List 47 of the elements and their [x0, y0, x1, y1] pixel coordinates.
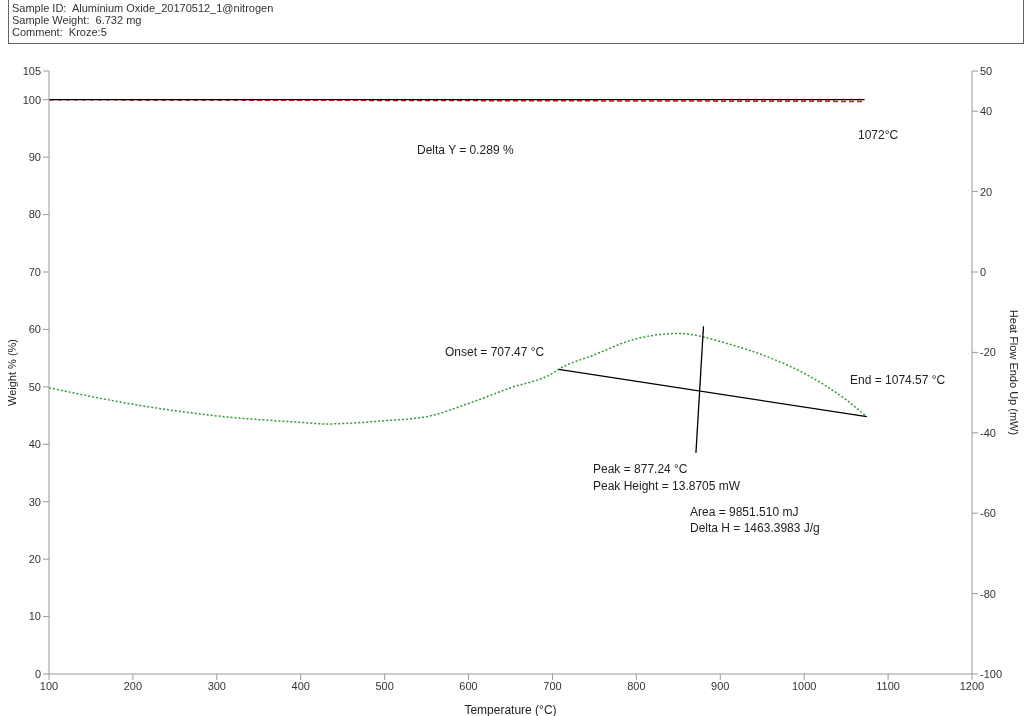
y2-tick-label: 50: [980, 64, 993, 77]
y-tick-label: 100: [22, 93, 41, 106]
x-tick-label: 100: [39, 679, 59, 692]
text: Sample ID: Aluminium Oxide_20170512_1@nitrogen: [12, 2, 274, 14]
y2-tick-label: 20: [980, 185, 993, 198]
annotation: 1072°C: [858, 128, 899, 142]
y-axis-title: Weight % (%): [5, 338, 18, 407]
annotation: Delta H = 1463.3983 J/g: [690, 521, 820, 535]
y-tick-label: 70: [28, 265, 41, 278]
annotation: End = 1074.57 °C: [850, 373, 946, 387]
x-tick-label: 300: [207, 679, 226, 692]
y-tick-label: 105: [22, 64, 41, 77]
y2-tick-label: -100: [980, 667, 1003, 680]
x-tick-label: 1200: [959, 679, 985, 692]
y-tick-label: 80: [28, 208, 41, 221]
y2-axis-title: Heat Flow Endo Up (mW): [1008, 309, 1021, 436]
x-axis-title: Temperature (°C): [464, 703, 557, 716]
annotation: Peak = 877.24 °C: [593, 462, 688, 476]
y2-tick-label: -60: [980, 507, 996, 520]
annotation: Peak Height = 13.8705 mW: [593, 479, 741, 493]
text: Comment: Kroze:5: [12, 26, 107, 38]
y2-tick-label: -20: [980, 346, 996, 359]
annotation: Delta Y = 0.289 %: [417, 143, 514, 157]
y-tick-label: 90: [28, 151, 41, 164]
y-tick-label: 50: [28, 380, 41, 393]
y2-tick-label: 40: [980, 105, 993, 118]
annotation: Area = 9851.510 mJ: [690, 505, 799, 519]
x-tick-label: 800: [627, 679, 646, 692]
annotation: Onset = 707.47 °C: [445, 345, 545, 359]
y-tick-label: 40: [28, 438, 41, 451]
y2-tick-label: -40: [980, 426, 996, 439]
y-tick-label: 20: [28, 553, 41, 566]
x-tick-label: 700: [543, 679, 562, 692]
text: Sample Weight: 6.732 mg: [12, 14, 142, 26]
y-tick-label: 0: [34, 667, 41, 680]
y-tick-label: 60: [28, 323, 41, 336]
x-tick-label: 600: [459, 679, 478, 692]
x-tick-label: 1000: [791, 679, 817, 692]
x-tick-label: 900: [711, 679, 730, 692]
y-tick-label: 30: [28, 495, 41, 508]
x-tick-label: 1100: [876, 679, 900, 692]
y2-tick-label: -80: [980, 587, 996, 600]
y2-tick-label: 0: [980, 265, 987, 278]
y-tick-label: 10: [28, 610, 41, 623]
x-tick-label: 400: [291, 679, 310, 692]
x-tick-label: 500: [375, 679, 394, 692]
x-tick-label: 200: [123, 679, 143, 692]
